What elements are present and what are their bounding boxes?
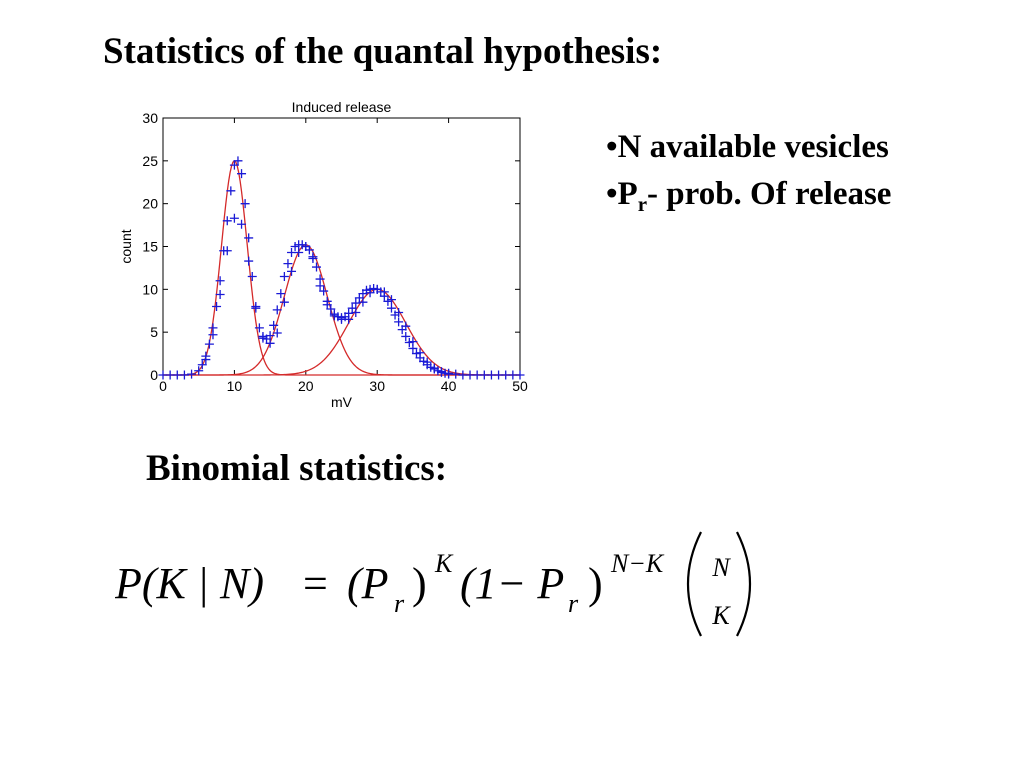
y-tick-label: 20 [142, 196, 158, 212]
slide-title: Statistics of the quantal hypothesis: [103, 31, 663, 72]
binomial-bottom: K [711, 601, 731, 630]
induced-release-chart: Induced release 0 10 20 30 40 50 0 5 10 15 20 25 30 mV… [118, 99, 528, 410]
x-tick-label: 10 [227, 378, 243, 394]
data-point-plus [444, 369, 454, 379]
data-point-plus [351, 298, 361, 308]
data-point-plus [247, 271, 257, 281]
data-point-plus [308, 252, 318, 262]
data-point-plus [408, 343, 418, 353]
bullet-text: N available vesicles [617, 129, 889, 165]
formula-term2-close: ) [588, 559, 603, 608]
data-point-plus [287, 247, 297, 257]
data-point-plus [386, 303, 396, 313]
data-point-plus [390, 310, 400, 320]
data-point-plus [283, 259, 293, 269]
data-point-plus [215, 289, 225, 299]
formula-term2-sub: r [568, 589, 579, 618]
formula-term1: (P [347, 559, 389, 608]
data-point-plus [197, 360, 207, 370]
data-point-plus [212, 301, 222, 311]
x-tick-label: 50 [512, 378, 528, 394]
formula-lhs: P(K | N) [115, 559, 264, 608]
binomial-right-paren [736, 531, 751, 637]
formula-term2-exp: N−K [610, 549, 665, 578]
x-tick-label: 30 [369, 378, 385, 394]
bullet-text: - prob. Of release [647, 176, 892, 212]
data-point-plus [319, 286, 329, 296]
data-point-plus [179, 370, 189, 380]
data-point-plus [279, 297, 289, 307]
data-point-plus [187, 369, 197, 379]
data-point-plus [244, 233, 254, 243]
data-point-plus [233, 156, 243, 166]
binomial-formula: P(K | N) = (P r ) K (1− P r ) N−K N K [114, 528, 765, 640]
data-point-plus [215, 276, 225, 286]
bullet-prefix: • [606, 129, 618, 165]
y-tick-label: 15 [142, 239, 158, 255]
data-point-plus [404, 337, 414, 347]
data-point-plus [244, 256, 254, 266]
data-point-plus [276, 289, 286, 299]
data-point-plus [326, 304, 336, 314]
gaussian-fit-curve [163, 288, 520, 376]
data-point-plus [204, 339, 214, 349]
x-tick-label: 0 [159, 378, 167, 394]
bullet-prefix: •P [606, 176, 638, 212]
plot-frame [162, 117, 521, 376]
data-point-plus [237, 169, 247, 179]
data-point-plus [219, 246, 229, 256]
binomial-left-paren [687, 531, 702, 637]
data-point-plus [515, 370, 525, 380]
y-axis-label: count [118, 229, 134, 263]
data-point-plus [251, 301, 261, 311]
data-point-plus [254, 323, 264, 333]
y-tick-label: 10 [142, 281, 158, 297]
data-point-plus [240, 199, 250, 209]
formula-term2: (1− P [460, 559, 564, 608]
y-tick-label: 5 [150, 324, 158, 340]
data-point-plus [347, 303, 357, 313]
x-tick-label: 20 [298, 378, 314, 394]
y-tick-label: 30 [142, 110, 158, 126]
data-point-plus [269, 320, 279, 330]
bullet-subscript: r [637, 192, 648, 216]
data-point-plus [312, 262, 322, 272]
data-point-plus [383, 296, 393, 306]
data-point-plus [226, 186, 236, 196]
formula-term1-sub: r [394, 589, 405, 618]
bullet-item-vesicles: •N available vesicles [606, 124, 891, 171]
data-point-plus [401, 331, 411, 341]
data-point-plus [194, 366, 204, 376]
bullet-list: •N available vesicles •Pr- prob. Of rele… [606, 124, 891, 218]
binomial-top: N [711, 553, 731, 582]
chart-title: Induced release [292, 99, 392, 115]
binomial-heading: Binomial statistics: [146, 448, 448, 489]
bullet-item-release-prob: •Pr- prob. Of release [606, 171, 891, 218]
data-point-plus [222, 216, 232, 226]
data-point-plus [237, 219, 247, 229]
data-point-plus [229, 213, 239, 223]
data-point-plus [287, 266, 297, 276]
formula-svg: P(K | N) = (P r ) K (1− P r ) N−K N K [114, 531, 751, 637]
data-point-plus [397, 325, 407, 335]
data-point-plus [279, 271, 289, 281]
data-point-plus [201, 351, 211, 361]
data-point-plus [394, 317, 404, 327]
data-point-plus [315, 274, 325, 284]
data-point-plus [272, 328, 282, 338]
data-point-plus [265, 331, 275, 341]
y-tick-label: 0 [150, 367, 158, 383]
formula-equals: = [303, 559, 328, 608]
formula-term1-close: ) [412, 559, 427, 608]
data-point-plus [344, 308, 354, 318]
y-tick-label: 25 [142, 153, 158, 169]
data-point-plus [304, 245, 314, 255]
data-point-plus [322, 296, 332, 306]
data-point-plus [379, 291, 389, 301]
x-axis-label: mV [331, 394, 353, 410]
formula-term1-exp: K [434, 549, 454, 578]
data-point-plus [272, 305, 282, 315]
data-point-plus [208, 323, 218, 333]
x-tick-label: 40 [441, 378, 457, 394]
